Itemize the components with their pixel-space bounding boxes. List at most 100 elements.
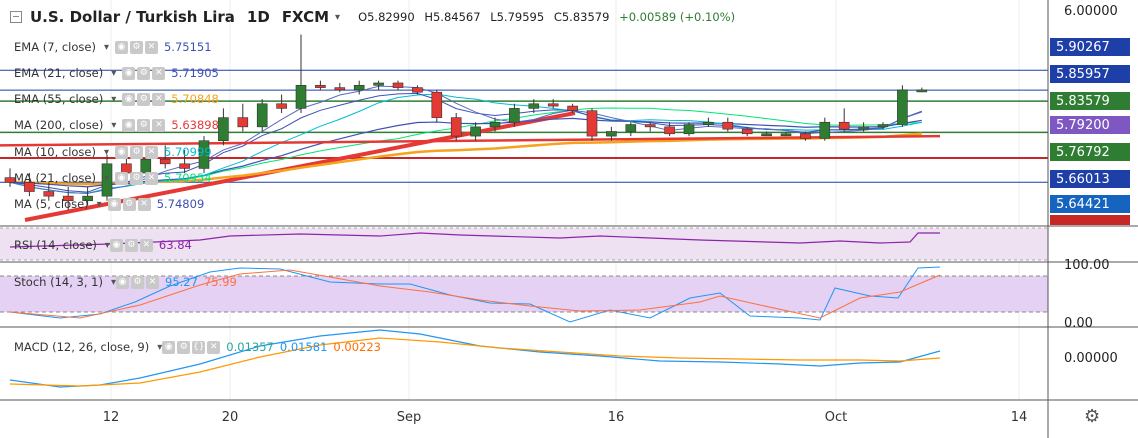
indicator-value: 5.71905 [171,66,219,80]
candle-body [101,163,113,197]
candle-body [897,89,908,125]
close-icon[interactable]: ✕ [152,118,166,132]
candle [664,122,675,137]
chevron-down-icon[interactable]: ▾ [111,119,117,131]
chevron-down-icon[interactable]: ▾ [335,11,341,23]
close-icon[interactable]: ✕ [207,340,221,354]
eye-icon[interactable]: ◉ [122,66,136,80]
eye-icon[interactable]: ◉ [116,275,130,289]
chevron-down-icon[interactable]: ▾ [110,276,117,288]
candle [644,122,656,132]
close-icon[interactable]: ✕ [146,275,160,289]
indicator-name[interactable]: EMA (55, close) [14,92,104,106]
eye-icon[interactable]: ◉ [109,238,123,252]
eye-icon[interactable]: ◉ [115,145,129,159]
chevron-down-icon[interactable]: ▾ [96,198,102,210]
indicator-name[interactable]: MA (10, close) [14,145,96,159]
close-icon[interactable]: ✕ [145,145,159,159]
indicator-controls[interactable]: ◉ ⚙ ✕ [115,145,159,159]
candle [897,85,908,127]
candle-body [780,133,792,137]
eye-icon[interactable]: ◉ [122,118,136,132]
rsi-name[interactable]: RSI (14, close) [14,238,97,252]
gear-icon[interactable]: ⚙ [129,40,143,54]
gear-icon[interactable]: ⚙ [177,340,191,354]
gear-icon[interactable]: ⚙ [122,197,136,211]
change-value: +0.00589 (+0.10%) [619,10,736,24]
indicator-name[interactable]: EMA (21, close) [14,66,104,80]
candle-body [800,133,811,139]
stoch-d-line [9,269,941,319]
indicator-controls[interactable]: ◉ ⚙ ✕ [122,92,166,106]
price-badge: 5.66013 [1050,170,1130,188]
candle-body [82,195,93,202]
collapse-icon[interactable] [10,11,22,23]
indicator-controls[interactable]: ◉ ⚙ ✕ [122,118,166,132]
candle-body [179,163,190,169]
candle-body [858,126,869,130]
code-icon[interactable]: {} [192,340,206,354]
price-badge: 5.79200 [1050,116,1130,134]
symbol-title[interactable]: U.S. Dollar / Turkish Lira [30,8,235,26]
close-icon[interactable]: ✕ [152,66,166,80]
macd-name[interactable]: MACD (12, 26, close, 9) [14,340,150,354]
close-icon[interactable]: ✕ [152,92,166,106]
candle [528,99,540,113]
indicator-name[interactable]: MA (21, close) [14,171,96,185]
candle [489,117,501,132]
indicator-value: 5.70848 [171,92,219,106]
candle [858,122,869,132]
eye-icon[interactable]: ◉ [162,340,176,354]
close-icon[interactable]: ✕ [137,197,151,211]
rsi-value: 63.84 [158,238,192,252]
close-icon[interactable]: ✕ [144,40,158,54]
chevron-down-icon[interactable]: ▾ [103,146,110,158]
candle-body [606,131,617,137]
gear-icon[interactable]: ⚙ [137,66,151,80]
candle-body [683,124,695,135]
chevron-down-icon[interactable]: ▾ [103,172,110,184]
gear-icon[interactable]: ⚙ [137,92,151,106]
indicator-name[interactable]: MA (200, close) [14,118,104,132]
macd-tick-label: 0.00000 [1064,351,1118,366]
chevron-down-icon[interactable]: ▾ [103,41,109,53]
indicator-name[interactable]: MA (5, close) [14,197,89,211]
gear-icon[interactable]: ⚙ [130,171,144,185]
chevron-down-icon[interactable]: ▾ [111,93,117,105]
gear-icon[interactable]: ⚙ [130,145,144,159]
ohlc-readout: O5.82990 H5.84567 L5.79595 C5.83579 +0.0… [358,10,741,24]
indicator-controls[interactable]: ◉ ⚙ ✕ [109,238,153,252]
indicator-controls[interactable]: ◉ ⚙ ✕ [116,275,160,289]
candle-body [373,82,384,86]
stoch-name[interactable]: Stoch (14, 3, 1) [14,275,103,289]
source-label[interactable]: FXCM [281,8,330,26]
eye-icon[interactable]: ◉ [115,171,129,185]
candle-body [741,128,753,135]
eye-icon[interactable]: ◉ [114,40,128,54]
close-icon[interactable]: ✕ [145,171,159,185]
interval-label[interactable]: 1D [246,8,270,26]
close-icon[interactable]: ✕ [139,238,153,252]
settings-gear-icon[interactable]: ⚙ [1084,406,1101,427]
indicator-controls[interactable]: ◉ ⚙ ✕ [107,197,151,211]
indicator-controls[interactable]: ◉ ⚙{} ✕ [162,340,221,354]
indicator-name[interactable]: EMA (7, close) [14,40,96,54]
stoch-band [0,276,1048,312]
chevron-down-icon[interactable]: ▾ [157,341,163,353]
eye-icon[interactable]: ◉ [122,92,136,106]
indicator-controls[interactable]: ◉ ⚙ ✕ [114,40,158,54]
chevron-down-icon[interactable]: ▾ [111,67,117,79]
chevron-down-icon[interactable]: ▾ [104,239,110,251]
candle [24,173,35,197]
candle [179,149,190,174]
candle [683,122,695,137]
gear-icon[interactable]: ⚙ [131,275,145,289]
indicator-controls[interactable]: ◉ ⚙ ✕ [115,171,159,185]
gear-icon[interactable]: ⚙ [137,118,151,132]
gear-icon[interactable]: ⚙ [124,238,138,252]
indicator-controls[interactable]: ◉ ⚙ ✕ [122,66,166,80]
stoch-tick-label: 100.00 [1064,258,1110,273]
candle [198,136,210,174]
eye-icon[interactable]: ◉ [107,197,121,211]
